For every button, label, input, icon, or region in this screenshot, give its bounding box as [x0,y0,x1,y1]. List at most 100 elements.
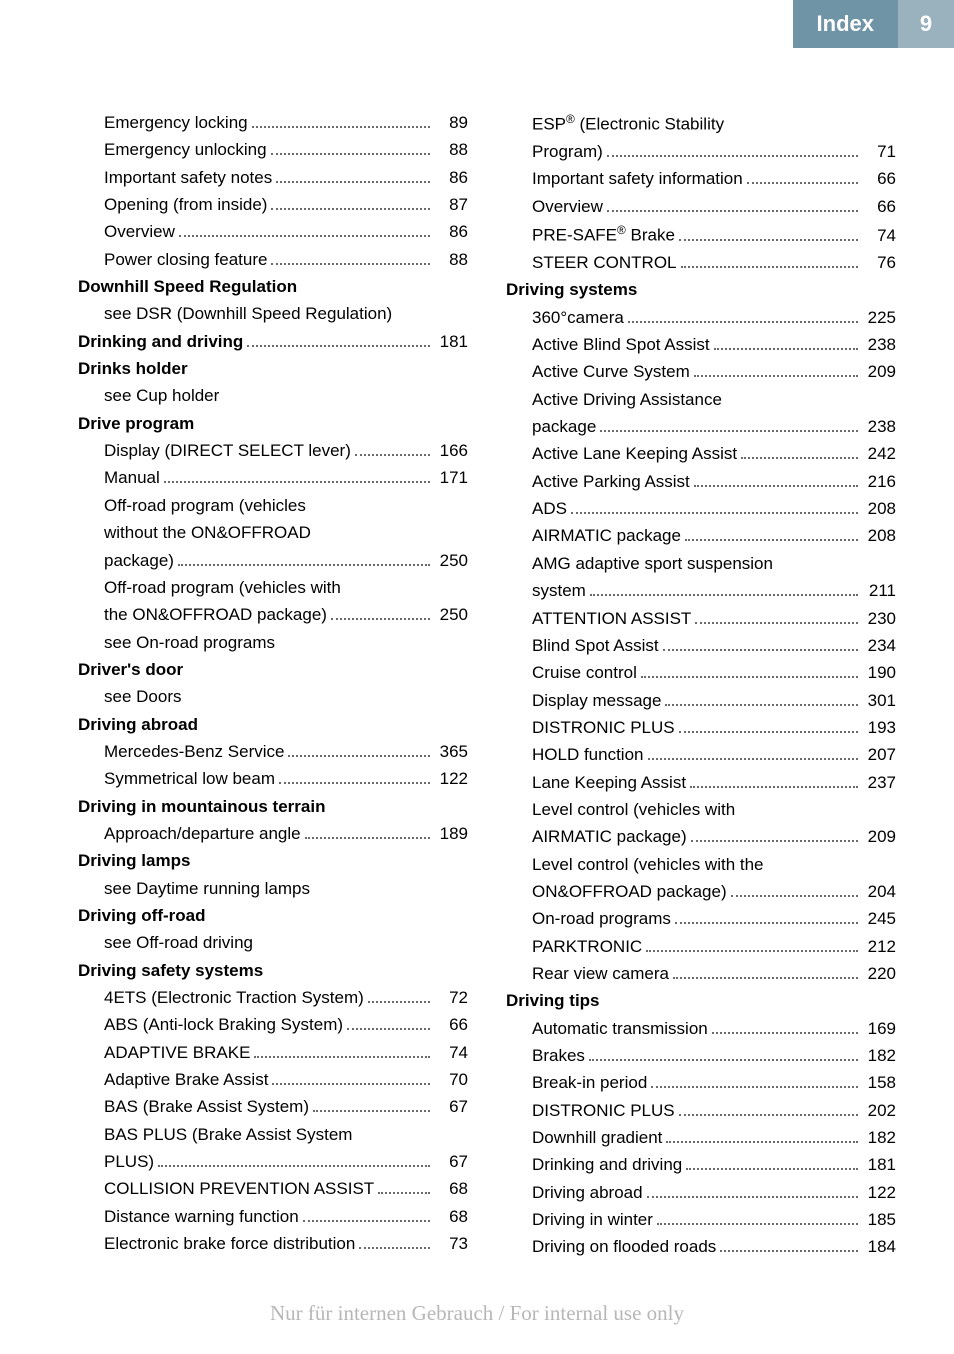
index-entry: Emergency locking89 [78,110,468,136]
leader-dots [628,321,858,323]
index-entry-page: 245 [862,906,896,932]
index-entry: ABS (Anti-lock Braking System)66 [78,1012,468,1038]
leader-dots [331,618,430,620]
index-entry-page: 242 [862,441,896,467]
leader-dots [712,1032,858,1034]
index-heading: Driving lamps [78,848,468,874]
leader-dots [673,977,858,979]
leader-dots [164,481,430,483]
index-entry-page: 208 [862,496,896,522]
index-entry: Lane Keeping Assist237 [506,770,896,796]
index-entry-page: 73 [434,1231,468,1257]
index-entry: system211 [506,578,896,604]
index-subtext: see DSR (Downhill Speed Regulation) [78,301,468,327]
index-entry: PLUS)67 [78,1149,468,1175]
index-entry-page: 193 [862,715,896,741]
leader-dots [747,182,858,184]
index-entry-label: 4ETS (Electronic Traction System) [104,985,364,1011]
leader-dots [694,375,858,377]
index-entry-label: Overview [532,194,603,220]
index-entry-label: Cruise control [532,660,637,686]
index-entry-page: 169 [862,1016,896,1042]
leader-dots [590,594,858,596]
index-entry-label: Driving in winter [532,1207,653,1233]
index-entry-label: Display message [532,688,661,714]
leader-dots [378,1192,430,1194]
index-entry: Drinking and driving181 [506,1152,896,1178]
index-entry: Adaptive Brake Assist70 [78,1067,468,1093]
index-entry: DISTRONIC PLUS202 [506,1098,896,1124]
index-entry: salted roads183 [934,356,954,382]
leader-dots [663,649,858,651]
leader-dots [247,345,430,347]
index-entry: AIRMATIC package)209 [506,824,896,850]
index-entry-page: 189 [434,821,468,847]
index-entry: the ON&OFFROAD package)250 [78,602,468,628]
index-heading: Driving safety systems [78,958,468,984]
index-entry-page: 86 [434,219,468,245]
index-entry-page: 67 [434,1149,468,1175]
index-entry: Rear view camera220 [506,961,896,987]
index-entry: AIRMATIC package208 [506,523,896,549]
leader-dots [679,731,858,733]
index-entry-page: 209 [862,359,896,385]
index-entry: Active Parking Assist216 [506,469,896,495]
leader-dots [178,564,430,566]
index-entry: PARKTRONIC212 [506,934,896,960]
index-entry-label: package [532,414,596,440]
index-entry: ATTENTION ASSIST230 [506,606,896,632]
index-entry-page: 71 [862,139,896,165]
index-entry: 4ETS (Electronic Traction System) 72 [78,985,468,1011]
leader-dots [686,1168,858,1170]
index-entry: Icy road surfaces185 [934,301,954,327]
leader-dots [271,153,430,155]
index-entry-label: Downhill gradient [532,1125,662,1151]
index-entry-page: 225 [862,305,896,331]
index-entry: Program) 71 [506,139,896,165]
index-heading: Driving abroad [78,712,468,738]
index-heading: Driving systems [506,277,896,303]
index-entry-page: 171 [434,465,468,491]
index-subtext: Level control (vehicles with [506,797,896,823]
index-entry-page: 238 [862,414,896,440]
leader-dots [648,758,859,760]
index-entry-page: 207 [862,742,896,768]
index-entry-label: Active Blind Spot Assist [532,332,710,358]
index-entry-page: 88 [434,247,468,273]
leader-dots [571,512,858,514]
index-subtext: see Cup holder [78,383,468,409]
index-heading: Drive program [78,411,468,437]
index-entry-page: 122 [862,1180,896,1206]
leader-dots [347,1028,430,1030]
index-entry-page: 216 [862,469,896,495]
index-entry-label: DISTRONIC PLUS [532,1098,675,1124]
index-entry-page: 68 [434,1204,468,1230]
index-entry: Display (DIRECT SELECT lever)166 [78,438,468,464]
leader-dots [675,922,858,924]
index-entry-page: 76 [862,250,896,276]
index-entry-page: 72 [434,985,468,1011]
index-entry-page: 212 [862,934,896,960]
index-entry: Approach/departure angle189 [78,821,468,847]
leader-dots [681,266,858,268]
index-entry-label: the ON&OFFROAD package) [104,602,327,628]
index-entry-page: 66 [434,1012,468,1038]
leader-dots [272,1083,430,1085]
index-entry: 360°camera225 [506,305,896,331]
index-entry-label: ADAPTIVE BRAKE [104,1040,250,1066]
leader-dots [641,676,858,678]
index-entry-page: 182 [862,1125,896,1151]
index-entry-label: Opening (from inside) [104,192,267,218]
index-heading: Downhill Speed Regulation [78,274,468,300]
index-entry: Brakes182 [506,1043,896,1069]
index-subtext: Limited braking efficiency on [934,329,954,355]
index-entry: Symmetrical low beam122 [78,766,468,792]
leader-dots [607,155,858,157]
leader-dots [731,895,858,897]
index-entry-label: STEER CONTROL [532,250,677,276]
index-entry-label: Electronic brake force distribution [104,1231,355,1257]
index-entry: Driving over obstacles188 [934,165,954,191]
index-entry-label: Program) [532,139,603,165]
index-entry: package)250 [78,548,468,574]
index-entry-page: 88 [434,137,468,163]
